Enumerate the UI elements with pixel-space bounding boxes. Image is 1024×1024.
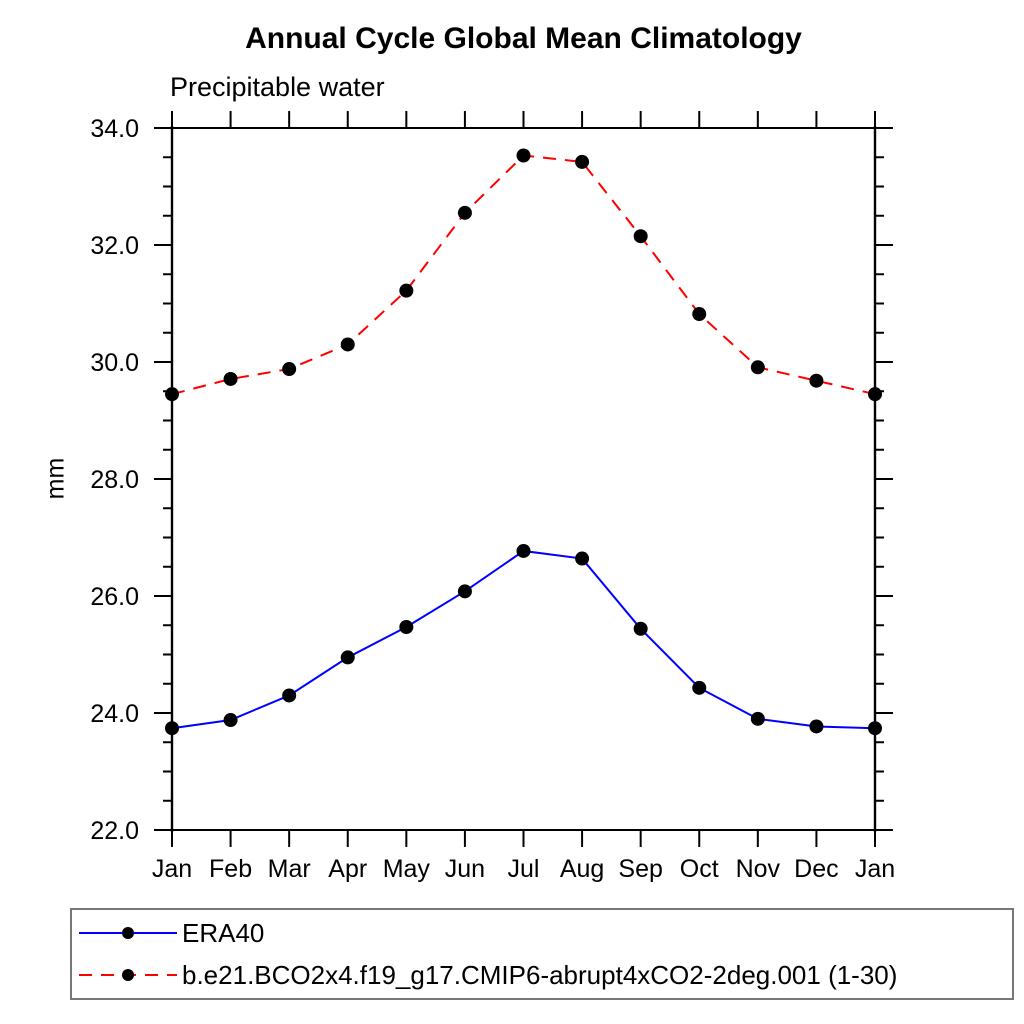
legend-label-model: b.e21.BCO2x4.f19_g17.CMIP6-abrupt4xCO2-2… bbox=[182, 959, 898, 990]
x-tick-label: Jul bbox=[508, 855, 540, 883]
x-tick-label: Mar bbox=[268, 855, 311, 883]
data-point-marker bbox=[750, 360, 765, 375]
x-tick-label: Dec bbox=[794, 855, 838, 883]
x-tick-label: May bbox=[383, 855, 431, 883]
model-line-sample-icon bbox=[79, 969, 177, 981]
data-point-marker bbox=[692, 307, 707, 322]
data-point-marker bbox=[633, 229, 648, 244]
legend-item-model: b.e21.BCO2x4.f19_g17.CMIP6-abrupt4xCO2-2… bbox=[72, 956, 1012, 994]
data-point-marker bbox=[692, 680, 707, 695]
data-point-marker bbox=[399, 283, 414, 298]
data-point-marker bbox=[575, 154, 590, 169]
data-point-marker bbox=[340, 337, 355, 352]
y-tick-label: 30.0 bbox=[90, 349, 139, 377]
x-tick-label: Sep bbox=[618, 855, 662, 883]
legend-item-era40: ERA40 bbox=[72, 914, 1012, 952]
data-point-marker bbox=[457, 205, 472, 220]
era40-line-sample-icon bbox=[79, 927, 177, 939]
y-tick-label: 24.0 bbox=[90, 700, 139, 728]
data-point-marker bbox=[165, 387, 179, 402]
x-tick-label: Jan bbox=[855, 855, 895, 883]
model-line bbox=[171, 154, 876, 396]
x-tick-label: Apr bbox=[328, 855, 367, 883]
x-tick-label: Aug bbox=[560, 855, 604, 883]
legend-sample-marker bbox=[122, 927, 134, 939]
data-point-marker bbox=[340, 650, 355, 665]
data-point-marker bbox=[282, 362, 297, 377]
data-point-marker bbox=[516, 543, 531, 558]
data-point-marker bbox=[282, 688, 297, 703]
y-tick-label: 22.0 bbox=[90, 817, 139, 845]
data-point-marker bbox=[633, 621, 648, 636]
y-tick-label: 26.0 bbox=[90, 583, 139, 611]
data-point-marker bbox=[516, 148, 531, 163]
data-point-marker bbox=[165, 721, 179, 736]
y-tick-label: 34.0 bbox=[90, 115, 139, 143]
era40-line bbox=[171, 549, 876, 730]
legend: ERA40 b.e21.BCO2x4.f19_g17.CMIP6-abrupt4… bbox=[70, 908, 1014, 1000]
chart-subtitle: Precipitable water bbox=[170, 72, 385, 102]
data-point-marker bbox=[809, 719, 824, 734]
x-tick-label: Nov bbox=[736, 855, 781, 883]
x-tick-label: Feb bbox=[209, 855, 252, 883]
data-point-marker bbox=[223, 713, 238, 728]
y-tick-label: 28.0 bbox=[90, 466, 139, 494]
data-point-marker bbox=[575, 551, 590, 566]
data-point-marker bbox=[868, 721, 882, 736]
data-point-marker bbox=[750, 711, 765, 726]
data-point-marker bbox=[868, 387, 882, 402]
data-point-marker bbox=[457, 584, 472, 599]
x-tick-label: Oct bbox=[680, 855, 719, 883]
legend-sample-marker bbox=[122, 969, 134, 981]
data-point-marker bbox=[223, 371, 238, 386]
data-point-marker bbox=[399, 620, 414, 635]
chart-title: Annual Cycle Global Mean Climatology bbox=[245, 22, 802, 55]
data-point-marker bbox=[809, 373, 824, 388]
legend-label-era40: ERA40 bbox=[182, 917, 265, 948]
x-tick-label: Jun bbox=[445, 855, 485, 883]
y-tick-label: 32.0 bbox=[90, 232, 139, 260]
x-tick-label: Jan bbox=[152, 855, 192, 883]
